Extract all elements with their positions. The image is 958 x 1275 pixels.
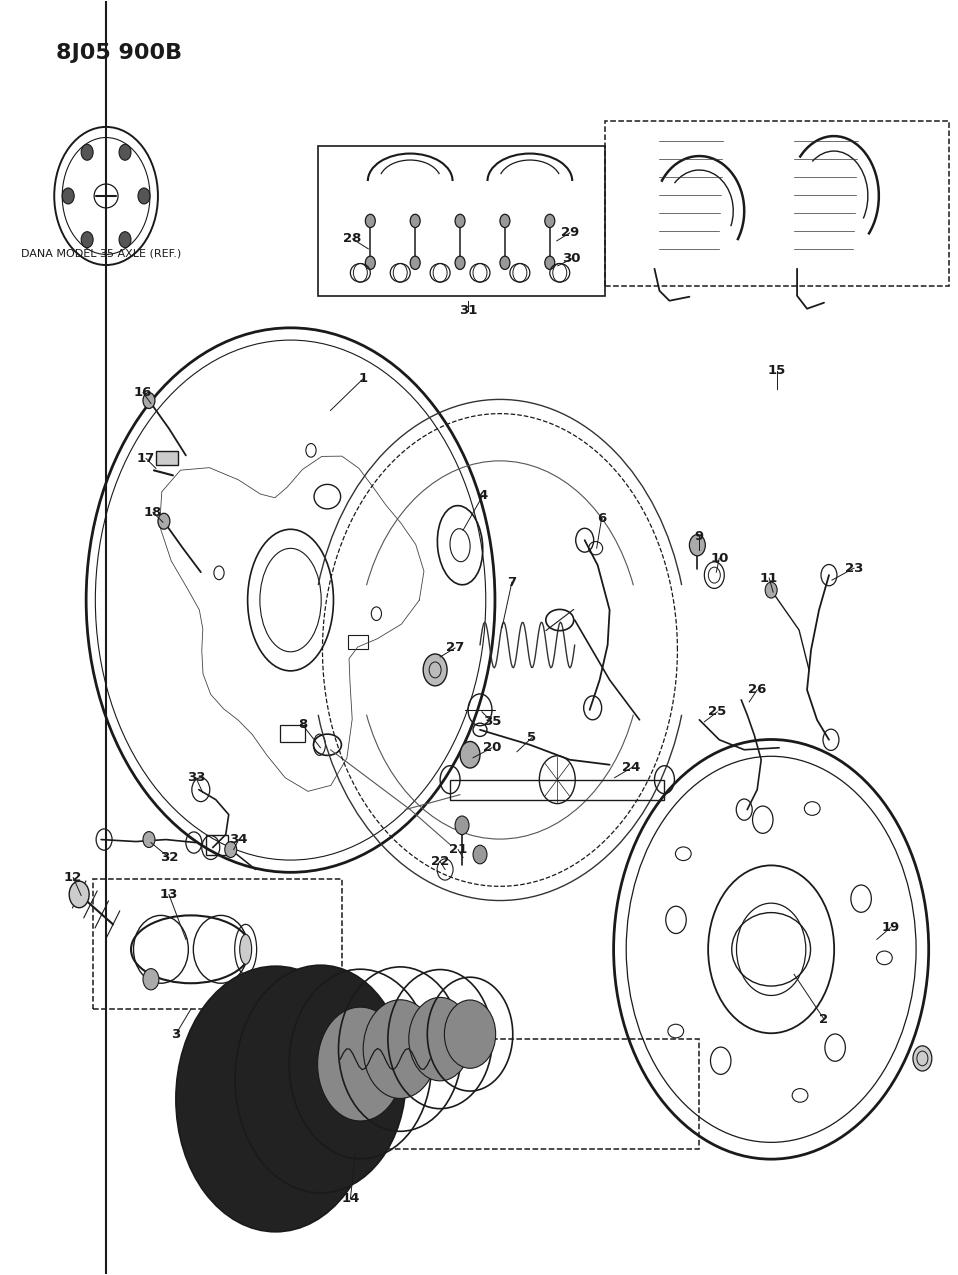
Circle shape	[765, 583, 777, 598]
Text: 8: 8	[298, 718, 308, 732]
Text: 33: 33	[187, 771, 205, 784]
Bar	[318, 147, 604, 296]
Circle shape	[119, 144, 131, 161]
Circle shape	[545, 214, 555, 227]
Text: 27: 27	[445, 641, 465, 654]
Text: 12: 12	[64, 871, 82, 884]
Circle shape	[455, 816, 469, 835]
Circle shape	[176, 966, 376, 1232]
Circle shape	[143, 969, 159, 989]
Circle shape	[158, 514, 170, 529]
Circle shape	[365, 214, 376, 227]
Text: 23: 23	[845, 562, 863, 575]
Circle shape	[143, 393, 155, 408]
Text: 25: 25	[708, 705, 726, 718]
Circle shape	[913, 1046, 932, 1071]
Bar	[93, 880, 342, 1010]
Text: 26: 26	[748, 683, 766, 696]
Text: 9: 9	[695, 529, 704, 543]
Text: 31: 31	[459, 305, 477, 317]
Text: 16: 16	[134, 386, 152, 399]
Circle shape	[455, 214, 465, 227]
Text: 29: 29	[560, 227, 579, 240]
Text: 1: 1	[359, 372, 368, 385]
Bar	[450, 780, 665, 799]
Text: 4: 4	[478, 488, 488, 502]
Bar	[240, 1039, 699, 1149]
Text: 17: 17	[137, 451, 155, 465]
Text: 24: 24	[623, 761, 641, 774]
Circle shape	[235, 965, 406, 1193]
Circle shape	[545, 256, 555, 269]
Text: 8J05 900B: 8J05 900B	[57, 43, 182, 64]
Circle shape	[473, 845, 487, 864]
Bar	[156, 451, 178, 465]
Circle shape	[500, 256, 510, 269]
Text: 2: 2	[819, 1012, 829, 1025]
Text: 19: 19	[881, 921, 900, 933]
Circle shape	[410, 256, 421, 269]
Circle shape	[143, 831, 155, 848]
Circle shape	[500, 214, 510, 227]
Text: 18: 18	[144, 506, 162, 519]
Text: 21: 21	[449, 843, 468, 856]
Text: 20: 20	[483, 741, 501, 755]
Text: 10: 10	[710, 552, 728, 565]
Circle shape	[455, 256, 465, 269]
Bar	[348, 635, 368, 649]
Bar	[281, 725, 305, 742]
Circle shape	[138, 187, 150, 204]
Circle shape	[81, 144, 93, 161]
Text: 22: 22	[431, 856, 449, 868]
Text: 35: 35	[483, 715, 501, 728]
Circle shape	[225, 842, 237, 858]
Circle shape	[81, 232, 93, 247]
Text: 15: 15	[768, 365, 787, 377]
Circle shape	[690, 534, 705, 556]
Bar	[604, 121, 948, 286]
Circle shape	[423, 654, 447, 686]
Circle shape	[69, 881, 89, 908]
Circle shape	[409, 997, 471, 1081]
Circle shape	[365, 256, 376, 269]
Text: 34: 34	[230, 833, 248, 847]
Text: 7: 7	[508, 575, 516, 589]
Text: 6: 6	[597, 511, 606, 525]
Circle shape	[119, 232, 131, 247]
Text: 32: 32	[160, 850, 178, 864]
Text: 28: 28	[343, 232, 361, 245]
Text: 30: 30	[562, 252, 581, 265]
Text: 13: 13	[160, 887, 178, 901]
Text: 11: 11	[760, 571, 778, 585]
Circle shape	[410, 214, 421, 227]
Text: DANA MODEL 35 AXLE (REF.): DANA MODEL 35 AXLE (REF.)	[21, 249, 182, 259]
Circle shape	[460, 742, 480, 768]
Circle shape	[62, 187, 74, 204]
Circle shape	[363, 1000, 437, 1099]
Text: 14: 14	[341, 1192, 359, 1205]
Circle shape	[445, 1000, 495, 1068]
Bar	[206, 835, 228, 854]
Ellipse shape	[240, 935, 252, 964]
Circle shape	[318, 1007, 403, 1121]
Text: 5: 5	[527, 732, 536, 745]
Text: 3: 3	[171, 1028, 180, 1040]
